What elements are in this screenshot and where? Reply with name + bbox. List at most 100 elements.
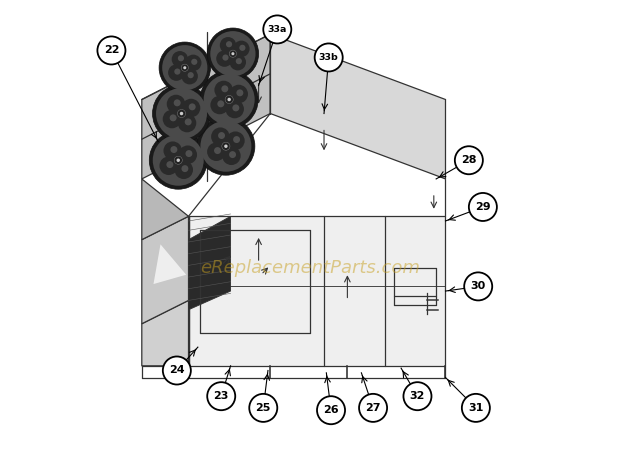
Circle shape	[218, 132, 225, 139]
Text: 31: 31	[468, 403, 484, 413]
Circle shape	[191, 59, 197, 65]
Polygon shape	[142, 300, 188, 366]
Circle shape	[229, 54, 246, 70]
Circle shape	[168, 64, 185, 81]
Circle shape	[170, 146, 177, 153]
Circle shape	[226, 41, 232, 47]
Circle shape	[163, 356, 191, 384]
Circle shape	[178, 114, 197, 133]
Circle shape	[218, 101, 224, 107]
Circle shape	[226, 100, 244, 118]
Circle shape	[216, 50, 232, 67]
Circle shape	[174, 161, 193, 179]
Circle shape	[167, 95, 185, 113]
Circle shape	[207, 142, 226, 161]
Circle shape	[215, 81, 233, 99]
Circle shape	[210, 31, 255, 76]
Circle shape	[211, 127, 229, 146]
Circle shape	[200, 121, 251, 172]
Circle shape	[204, 74, 255, 125]
Polygon shape	[270, 34, 446, 179]
Polygon shape	[154, 244, 186, 284]
Circle shape	[200, 70, 258, 128]
Circle shape	[233, 136, 240, 143]
Circle shape	[228, 98, 231, 101]
Text: 27: 27	[365, 403, 381, 413]
Text: 30: 30	[471, 282, 486, 291]
Polygon shape	[142, 216, 188, 324]
Circle shape	[221, 86, 228, 92]
Circle shape	[455, 146, 483, 174]
Circle shape	[239, 45, 246, 51]
Circle shape	[162, 45, 208, 90]
Text: 26: 26	[323, 405, 339, 415]
Circle shape	[210, 96, 229, 114]
Circle shape	[174, 69, 180, 75]
Circle shape	[179, 146, 197, 164]
Circle shape	[172, 51, 188, 68]
Text: 23: 23	[213, 391, 229, 401]
Circle shape	[153, 135, 204, 186]
Circle shape	[182, 68, 198, 85]
Circle shape	[182, 165, 188, 172]
Text: 33a: 33a	[268, 25, 287, 34]
Text: 22: 22	[104, 46, 119, 55]
Circle shape	[159, 157, 178, 175]
Circle shape	[164, 141, 182, 160]
Circle shape	[207, 382, 235, 410]
Text: eReplacementParts.com: eReplacementParts.com	[200, 258, 420, 277]
Circle shape	[233, 40, 250, 57]
Text: 32: 32	[410, 391, 425, 401]
Circle shape	[222, 147, 241, 165]
Circle shape	[224, 144, 228, 148]
Circle shape	[166, 161, 174, 168]
Circle shape	[97, 37, 125, 64]
Text: 28: 28	[461, 155, 477, 165]
Circle shape	[225, 95, 233, 103]
Circle shape	[223, 55, 229, 61]
Circle shape	[180, 112, 184, 115]
Circle shape	[222, 142, 230, 150]
Text: 29: 29	[475, 202, 490, 212]
Circle shape	[464, 273, 492, 300]
Text: 25: 25	[255, 403, 271, 413]
Circle shape	[153, 85, 210, 142]
Circle shape	[220, 37, 236, 54]
Circle shape	[197, 117, 255, 175]
Polygon shape	[188, 216, 231, 310]
Polygon shape	[188, 216, 446, 366]
Circle shape	[232, 104, 239, 111]
Circle shape	[185, 150, 192, 157]
Circle shape	[229, 85, 248, 103]
Circle shape	[174, 99, 180, 106]
Circle shape	[159, 42, 210, 94]
Circle shape	[177, 158, 180, 162]
Circle shape	[174, 156, 182, 164]
Circle shape	[214, 147, 221, 154]
Circle shape	[185, 118, 192, 125]
Circle shape	[229, 50, 236, 57]
Circle shape	[188, 103, 196, 110]
Circle shape	[156, 88, 207, 139]
Circle shape	[182, 99, 200, 118]
Circle shape	[181, 64, 188, 71]
Circle shape	[184, 66, 187, 69]
Circle shape	[359, 394, 387, 422]
Circle shape	[178, 55, 184, 61]
Circle shape	[264, 16, 291, 43]
Circle shape	[207, 28, 259, 79]
Circle shape	[226, 132, 245, 150]
Circle shape	[404, 382, 432, 410]
Circle shape	[462, 394, 490, 422]
Circle shape	[315, 43, 343, 71]
Polygon shape	[142, 34, 270, 179]
Circle shape	[249, 394, 277, 422]
Circle shape	[188, 72, 194, 78]
Text: 33b: 33b	[319, 53, 339, 62]
Circle shape	[236, 58, 242, 64]
Text: 24: 24	[169, 366, 185, 376]
Circle shape	[236, 89, 243, 96]
Circle shape	[229, 151, 236, 158]
Polygon shape	[142, 179, 188, 240]
Circle shape	[149, 131, 207, 189]
